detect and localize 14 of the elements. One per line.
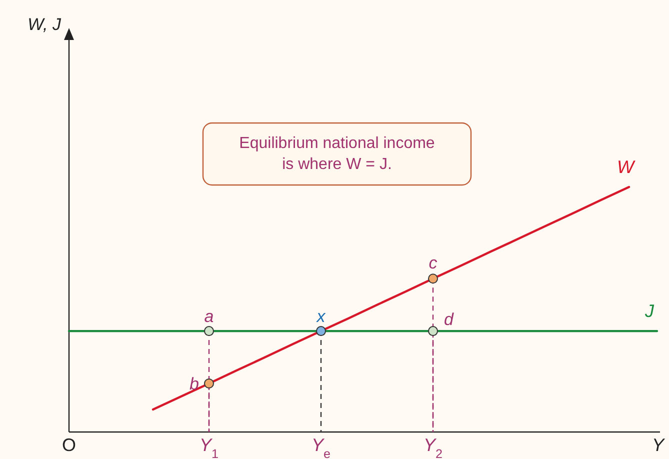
text: Equilibrium national income is where W = J. (239, 135, 435, 173)
x-tick-label: O (62, 435, 76, 455)
x-axis-title: Y (652, 435, 666, 455)
x-tick-label: Y$_{e}$ (311, 435, 331, 459)
annotation: c (428, 254, 438, 273)
series-label: W (617, 157, 636, 177)
series-label: J (644, 301, 655, 322)
x-tick-label: Y$_{2}$ (423, 435, 443, 459)
x-tick-label: Y$_{1}$ (199, 435, 219, 459)
annotation: b (190, 374, 199, 394)
annotation: x (316, 307, 326, 326)
text: W, J (28, 15, 62, 34)
annotation: d (444, 310, 454, 330)
annotation: a (204, 307, 214, 326)
